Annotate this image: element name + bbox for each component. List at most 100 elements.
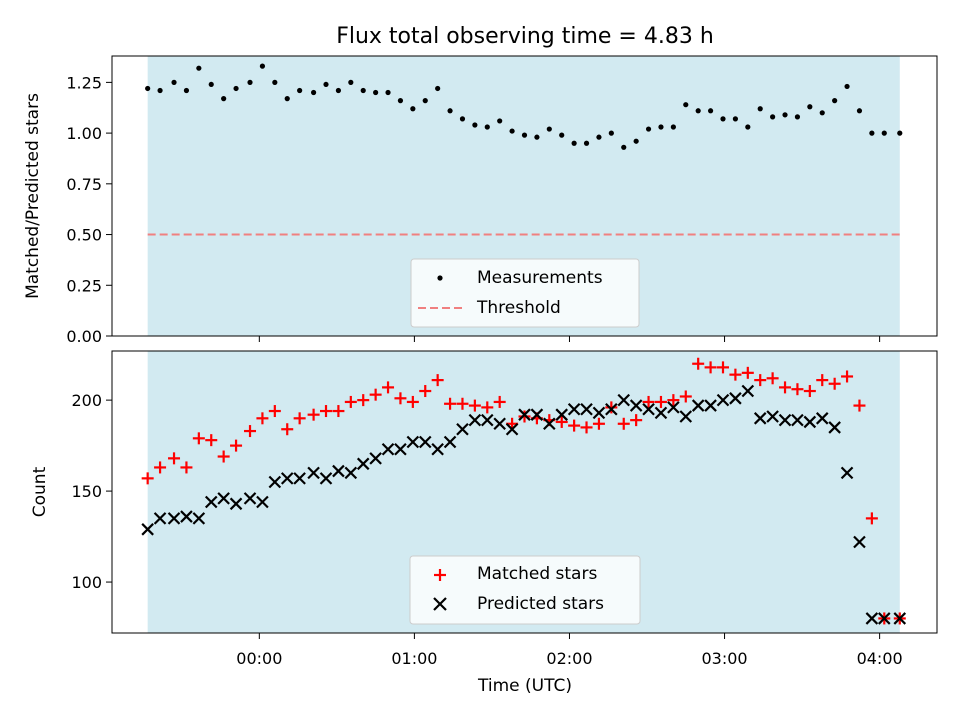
count-panel: 100 150 200 00:00 01:00 02:00 03:00 04:00 Coun… bbox=[30, 350, 938, 696]
measurement-point bbox=[145, 85, 151, 92]
count-panel-ylabel: Count bbox=[30, 466, 50, 517]
measurement-point bbox=[832, 98, 838, 104]
matched-stars-point bbox=[555, 415, 568, 428]
measurement-point bbox=[745, 124, 751, 130]
matched-stars-point bbox=[716, 361, 729, 374]
legend-measurements-marker bbox=[437, 275, 443, 281]
measurement-point bbox=[385, 89, 391, 96]
matched-stars-point bbox=[692, 357, 705, 370]
measurement-point bbox=[546, 126, 552, 132]
predicted-stars-point bbox=[381, 442, 395, 456]
count-panel-yticks: 100 150 200 bbox=[71, 391, 112, 592]
measurement-point bbox=[782, 112, 788, 118]
predicted-stars-point bbox=[815, 412, 829, 425]
chart-title: Flux total observing time = 4.83 h bbox=[336, 24, 714, 49]
measurement-point bbox=[844, 83, 850, 90]
ytick-label: 0.25 bbox=[66, 276, 102, 295]
xtick-label: 00:00 bbox=[236, 649, 282, 668]
matched-stars-point bbox=[293, 412, 306, 425]
measurement-point bbox=[794, 114, 801, 120]
measurement-point bbox=[881, 130, 887, 136]
matched-stars-point bbox=[180, 461, 193, 474]
matched-stars-point bbox=[256, 412, 269, 425]
predicted-stars-point bbox=[217, 492, 230, 505]
predicted-stars-point bbox=[243, 492, 257, 505]
predicted-stars-point bbox=[293, 472, 306, 485]
matched-stars-point bbox=[853, 399, 866, 412]
measurement-point bbox=[348, 79, 354, 85]
matched-stars-point bbox=[369, 388, 382, 401]
measurement-point bbox=[757, 106, 763, 112]
measurement-point bbox=[221, 96, 227, 102]
matched-stars-point bbox=[580, 421, 593, 434]
matched-stars-point bbox=[268, 405, 281, 418]
predicted-stars-point bbox=[443, 435, 457, 449]
predicted-stars-point bbox=[592, 406, 606, 420]
predicted-stars-point bbox=[853, 535, 866, 549]
ratio-panel-yticks: 0.00 0.25 0.50 0.75 1.00 1.25 bbox=[66, 73, 112, 346]
matched-stars-point bbox=[704, 361, 717, 374]
measurement-point bbox=[720, 116, 726, 122]
measurement-point bbox=[208, 81, 214, 88]
predicted-stars-point bbox=[418, 435, 432, 449]
predicted-stars-point bbox=[229, 497, 243, 511]
matched-stars-point bbox=[754, 374, 767, 387]
predicted-stars-point bbox=[344, 466, 358, 480]
matched-stars-point bbox=[791, 383, 804, 396]
predicted-stars-point bbox=[753, 412, 767, 425]
legend-matched-marker bbox=[434, 569, 446, 581]
ratio-legend: Measurements Threshold bbox=[410, 258, 640, 328]
matched-stars-point bbox=[468, 399, 481, 412]
predicted-stars-point bbox=[654, 406, 668, 420]
predicted-stars-point bbox=[369, 452, 382, 465]
predicted-stars-point bbox=[704, 399, 717, 412]
measurement-point bbox=[856, 108, 863, 114]
predicted-stars-point bbox=[456, 422, 469, 436]
ratio-legend-box bbox=[410, 258, 640, 328]
matched-stars-point bbox=[617, 417, 630, 430]
ytick-label: 1.00 bbox=[66, 124, 102, 143]
predicted-stars-point bbox=[356, 457, 370, 471]
measurement-point bbox=[297, 87, 303, 94]
measurement-point bbox=[897, 130, 903, 136]
matched-stars-point bbox=[865, 512, 878, 525]
measurement-point bbox=[360, 87, 366, 94]
xtick-label: 02:00 bbox=[546, 649, 592, 668]
matched-stars-point bbox=[357, 394, 370, 407]
measurement-point bbox=[183, 87, 190, 94]
measurement-point bbox=[484, 124, 490, 130]
ratio-panel-marks bbox=[145, 63, 903, 236]
predicted-stars-point bbox=[828, 421, 841, 434]
matched-stars-point bbox=[766, 372, 779, 385]
matched-stars-point bbox=[779, 381, 792, 394]
matched-stars-point bbox=[230, 439, 243, 452]
matched-stars-point bbox=[642, 395, 655, 408]
ytick-label: 0.00 bbox=[66, 327, 102, 346]
predicted-stars-point bbox=[280, 472, 294, 485]
predicted-stars-point bbox=[667, 401, 680, 414]
legend-matched-label: Matched stars bbox=[477, 564, 597, 584]
matched-stars-point bbox=[307, 408, 320, 421]
legend-threshold-label: Threshold bbox=[476, 298, 561, 318]
measurement-point bbox=[435, 85, 441, 92]
matched-stars-point bbox=[493, 395, 506, 408]
legend-predicted-marker bbox=[433, 597, 447, 611]
predicted-stars-point bbox=[204, 495, 218, 509]
matched-stars-point bbox=[518, 410, 531, 423]
matched-stars-point bbox=[729, 368, 742, 381]
predicted-stars-point bbox=[605, 402, 618, 416]
measurement-point bbox=[707, 108, 714, 114]
matched-stars-point bbox=[456, 397, 469, 410]
ytick-label: 0.75 bbox=[66, 175, 102, 194]
predicted-stars-point bbox=[394, 442, 407, 456]
measurement-point bbox=[534, 134, 540, 140]
predicted-stars-point bbox=[256, 495, 269, 509]
measurement-point bbox=[335, 87, 342, 94]
measurement-point bbox=[323, 81, 329, 88]
measurement-point bbox=[157, 87, 163, 94]
predicted-stars-point bbox=[729, 392, 742, 405]
measurement-point bbox=[608, 130, 614, 136]
measurement-point bbox=[373, 89, 379, 96]
matched-stars-point bbox=[281, 423, 294, 436]
measurement-point bbox=[397, 98, 404, 104]
